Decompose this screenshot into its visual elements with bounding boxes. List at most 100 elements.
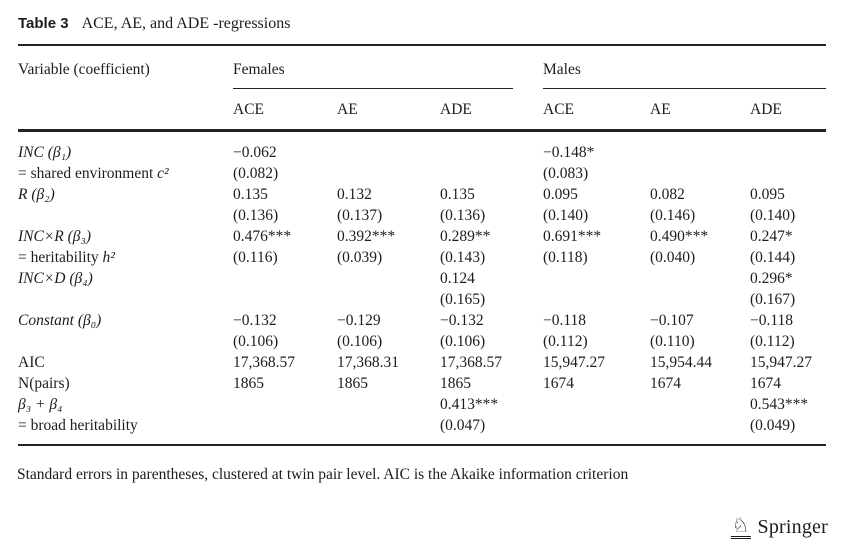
cell: −0.107 [650,312,694,329]
cell [337,289,440,310]
cell: −0.118 [750,312,794,329]
table-row: R (β₂) 0.135 0.132 0.135 0.095 0.082 0.095 [18,184,826,205]
cell: (0.106) [337,333,383,350]
cell: (0.039) [337,249,383,266]
table-row: (0.136) (0.137) (0.136) (0.140) (0.146) (0.14… [18,205,826,226]
cell [233,289,337,310]
cell: (0.083) [543,165,589,182]
cell: (0.144) [750,249,796,266]
cell: 1674 [650,375,681,392]
cell: (0.136) [440,207,486,224]
cell: 1674 [543,375,574,392]
cell: −0.118 [543,312,587,329]
group-label-females: Females [233,61,285,78]
cell: 0.392*** [337,228,396,245]
cell: 0.413*** [440,396,499,413]
row-label: AIC [18,354,45,371]
table-row: (0.165) (0.167) [18,289,826,310]
cell: −0.132 [440,312,484,329]
column-header-males-ace: ACE [543,89,650,132]
cell: 0.132 [337,186,372,203]
row-label: INC (β₁) [18,144,72,161]
table-row: = heritability h² (0.116) (0.039) (0.143) (0… [18,247,826,268]
cell: 0.135 [233,186,268,203]
cell: (0.118) [543,249,588,266]
cell: (0.047) [440,417,486,434]
cell: 1674 [750,375,781,392]
cell: (0.112) [543,333,588,350]
row-label: R (β₂) [18,186,55,203]
cell [337,163,440,184]
group-header-row: Variable (coefficient) Females Males [18,45,827,132]
row-label: = broad heritability [18,417,138,434]
cell: (0.110) [650,333,695,350]
table-row: β₃ + β₄ 0.413*** 0.543*** [18,394,826,415]
cell: 0.095 [543,186,578,203]
cell: −0.062 [233,144,277,161]
cell [337,268,440,289]
cell: 0.082 [650,186,685,203]
cell: 0.247* [750,228,793,245]
cell: −0.148* [543,144,595,161]
cell [233,268,337,289]
publisher-name: Springer [757,516,828,538]
cell [650,268,750,289]
column-header-females-ae: AE [337,89,440,132]
row-label: = heritability h² [18,249,115,266]
row-label [18,289,233,310]
cell: −0.129 [337,312,381,329]
cell: 0.289** [440,228,491,245]
table-footnote: Standard errors in parentheses, clustere… [17,466,629,483]
column-header-males-ae: AE [650,89,750,132]
cell: −0.132 [233,312,277,329]
cell [650,163,750,184]
row-label: Constant (β₀) [18,312,102,329]
cell: (0.106) [440,333,486,350]
cell [650,394,750,415]
table-title: ACE, AE, and ADE -regressions [81,15,291,32]
cell: (0.140) [543,207,589,224]
cell [750,131,826,164]
table-row: N(pairs) 1865 1865 1865 1674 1674 1674 [18,373,826,394]
column-header-females-ace: ACE [233,89,337,132]
cell: (0.140) [750,207,796,224]
cell [650,289,750,310]
cell: 0.095 [750,186,785,203]
cell: (0.082) [233,165,279,182]
cell [543,394,650,415]
cell [750,163,826,184]
springer-logo: ♘ Springer [730,515,828,539]
row-label: N(pairs) [18,375,70,392]
cell: (0.165) [440,291,486,308]
cell: (0.146) [650,207,696,224]
table-caption: Table 3 ACE, AE, and ADE -regressions [18,15,290,33]
cell [233,394,337,415]
group-header-males: Males [543,45,827,89]
column-header-males-ade: ADE [750,89,827,132]
cell: (0.049) [750,417,796,434]
column-header-variable: Variable (coefficient) [18,45,233,132]
group-header-females: Females [233,45,543,89]
table-row: = shared environment c² (0.082) (0.083) [18,163,826,184]
row-label [18,331,233,352]
cell: 0.476*** [233,228,292,245]
cell [440,131,543,164]
cell [543,268,650,289]
cell: (0.106) [233,333,279,350]
cell: (0.116) [233,249,278,266]
regression-table: Variable (coefficient) Females Males ACE… [18,44,827,446]
cell: 0.490*** [650,228,709,245]
table-row: INC×R (β₃) 0.476*** 0.392*** 0.289** 0.691**… [18,226,826,247]
cell: 0.135 [440,186,475,203]
cell [337,131,440,164]
cell [650,415,750,445]
cell: 17,368.31 [337,354,399,371]
table-row: INC (β₁) −0.062 −0.148* [18,131,826,164]
table-row: (0.106) (0.106) (0.106) (0.112) (0.110) (0.11… [18,331,826,352]
cell: (0.167) [750,291,796,308]
cell: 15,947.27 [543,354,605,371]
cell [233,415,337,445]
row-label [18,205,233,226]
males-group-underline: Males [543,61,827,89]
